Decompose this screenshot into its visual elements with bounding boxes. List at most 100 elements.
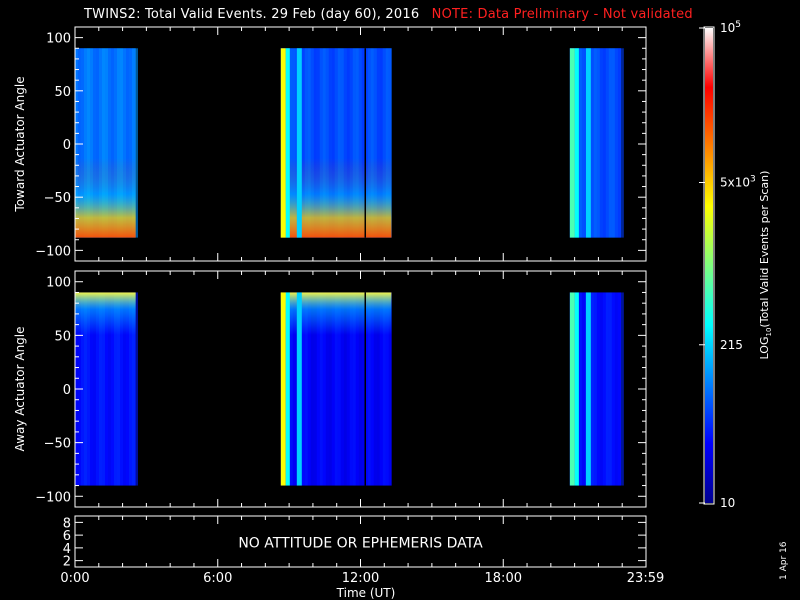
block-column <box>385 292 389 486</box>
block-column <box>379 292 383 486</box>
block-column <box>99 292 102 486</box>
block-column <box>337 292 341 486</box>
block-column <box>581 48 585 238</box>
block-column <box>117 48 120 238</box>
block-column <box>376 48 380 238</box>
block-column <box>310 292 314 486</box>
block-column <box>114 292 117 486</box>
x-axis-label: Time (UT) <box>336 586 396 600</box>
block-column <box>105 292 108 486</box>
y-tick-label: −100 <box>35 244 71 259</box>
y-tick-label: 6 <box>63 529 71 544</box>
y-tick-label: 2 <box>63 555 71 570</box>
block-edge-stripe <box>296 48 302 238</box>
block-column <box>346 48 350 238</box>
block-column <box>596 48 600 238</box>
block-column <box>301 48 305 238</box>
panel-away: 100 50 0 −50 −100 Away Actuator Angle <box>13 270 647 508</box>
block-column <box>602 48 606 238</box>
block-column <box>289 292 293 486</box>
block-column <box>102 48 105 238</box>
block-column <box>307 292 311 486</box>
block-column <box>352 292 356 486</box>
block-column <box>346 292 350 486</box>
block-column <box>578 292 582 486</box>
block-column <box>301 292 305 486</box>
block-column <box>328 48 332 238</box>
block-column <box>328 292 332 486</box>
block-column <box>105 48 108 238</box>
y-axis-label: Away Actuator Angle <box>13 326 27 451</box>
block-column <box>123 48 126 238</box>
block-column <box>96 292 99 486</box>
block-column <box>373 48 377 238</box>
block-edge-stripe <box>585 48 591 238</box>
block-column <box>99 48 102 238</box>
block-edge-stripe <box>285 48 290 238</box>
block-edge-stripe <box>280 292 286 486</box>
block-column <box>81 48 84 238</box>
block-column <box>590 292 594 486</box>
block-column <box>334 292 338 486</box>
block-edge-stripe <box>574 292 579 486</box>
block-column <box>343 48 347 238</box>
colorbar-tick-exponent: 5 <box>735 20 741 30</box>
block-column <box>355 292 359 486</box>
block-column <box>108 48 111 238</box>
block-column <box>349 48 353 238</box>
y-axis-label: Toward Actuator Angle <box>13 76 27 212</box>
block-edge-stripe <box>569 48 575 238</box>
block-column <box>93 292 96 486</box>
colorbar-tick-label: 105 <box>720 20 741 35</box>
colorbar-tick-base: 215 <box>720 338 743 352</box>
block-column <box>364 292 368 486</box>
block-column <box>117 292 120 486</box>
block-column <box>111 292 114 486</box>
block-column <box>343 292 347 486</box>
block-column <box>313 292 317 486</box>
x-tick-label: 0:00 <box>60 571 89 586</box>
block-column <box>132 292 135 486</box>
block-edge-stripe <box>585 292 591 486</box>
y-tick-label: 4 <box>63 542 71 557</box>
block-column <box>135 48 138 238</box>
block-column <box>126 292 129 486</box>
y-tick-label: 100 <box>46 32 71 47</box>
block-column <box>304 48 308 238</box>
y-tick-label: −50 <box>44 191 71 206</box>
block-column <box>102 292 105 486</box>
data-block <box>569 292 624 486</box>
block-column <box>108 292 111 486</box>
panel-toward: 100 50 0 −50 −100 Toward Actuator Angle <box>13 26 647 262</box>
block-column <box>605 48 609 238</box>
block-column <box>75 48 78 238</box>
block-column <box>358 48 362 238</box>
block-column <box>617 292 621 486</box>
block-column <box>617 48 621 238</box>
title-text: TWINS2: Total Valid Events. 29 Feb (day … <box>84 7 420 22</box>
colorbar-label-prefix: LOG <box>758 337 771 360</box>
colorbar-tick-base: 10 <box>720 496 735 510</box>
block-column <box>129 48 132 238</box>
y-tick-label: −50 <box>44 437 71 452</box>
block-column <box>361 48 365 238</box>
no-data-message: NO ATTITUDE OR EPHEMERIS DATA <box>238 536 483 552</box>
date-stamp: 1 Apr 16 <box>779 541 789 580</box>
block-edge-stripe <box>285 292 290 486</box>
colorbar-label-rest: (Total Valid Events per Scan) <box>758 171 771 328</box>
block-column <box>385 48 389 238</box>
block-column <box>90 48 93 238</box>
block-column <box>120 292 123 486</box>
block-column <box>620 292 624 486</box>
y-tick-label: 50 <box>54 329 71 344</box>
block-column <box>331 292 335 486</box>
block-column <box>304 292 308 486</box>
block-column <box>93 48 96 238</box>
colorbar-tick-base: 5x10 <box>720 175 750 189</box>
block-column <box>608 48 612 238</box>
y-tick-label: −100 <box>35 490 71 505</box>
block-column <box>325 292 329 486</box>
